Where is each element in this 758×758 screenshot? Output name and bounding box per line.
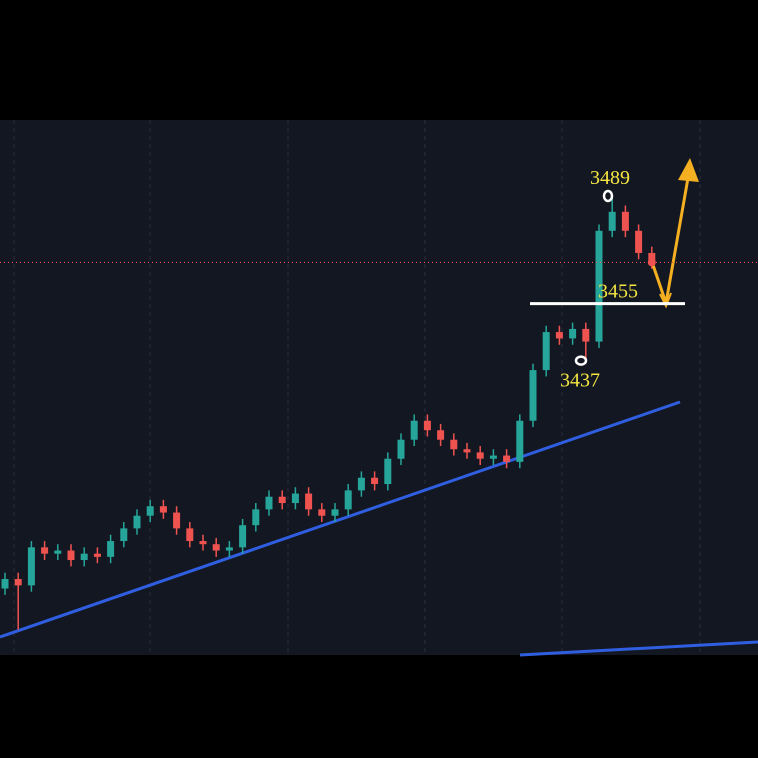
candle-body — [529, 370, 537, 421]
candle-body — [41, 547, 49, 554]
candle-body — [225, 547, 233, 551]
candle-body — [397, 439, 405, 459]
candle-body — [291, 493, 299, 504]
candle-body — [120, 528, 128, 542]
candle-body — [463, 449, 471, 453]
candle-body — [608, 211, 616, 231]
candle-body — [503, 455, 511, 462]
candle-body — [133, 515, 141, 529]
candle-body — [371, 477, 379, 485]
candle-body — [252, 509, 260, 526]
trend-line — [519, 640, 758, 657]
trend-line — [0, 400, 681, 639]
candle-body — [648, 252, 656, 263]
candle-body — [357, 477, 365, 491]
candle-body — [410, 420, 418, 440]
arrow-head — [659, 292, 672, 309]
candle-body — [146, 506, 154, 516]
candle-body — [212, 544, 220, 551]
candle-body — [173, 512, 181, 529]
candle-body — [476, 452, 484, 459]
candle-body — [542, 332, 550, 371]
candle-body — [107, 541, 115, 557]
candle-body — [621, 211, 629, 231]
candle-body — [555, 332, 563, 339]
candle-body — [635, 230, 643, 253]
candle-body — [54, 550, 62, 554]
candle-body — [331, 509, 339, 516]
high-marker — [602, 189, 614, 203]
candle-body — [582, 328, 590, 342]
candle-body — [305, 493, 313, 510]
candle-body — [239, 525, 247, 548]
candle-body — [14, 579, 22, 586]
candle-body — [27, 547, 35, 586]
candle-body — [80, 553, 88, 561]
candle-body — [384, 458, 392, 485]
candle-body — [450, 439, 458, 450]
candle-body — [265, 496, 273, 510]
candle-body — [344, 490, 352, 510]
candle-body — [159, 506, 167, 513]
candle-body — [516, 420, 524, 462]
candle-body — [569, 328, 577, 339]
low-marker — [574, 355, 588, 366]
level-label: 3455 — [598, 281, 638, 303]
candle-body — [67, 550, 75, 561]
candle-body — [1, 579, 9, 589]
candle-body — [186, 528, 194, 542]
candle-body — [437, 430, 445, 440]
candle-body — [489, 455, 497, 459]
candle-body — [595, 230, 603, 342]
grid — [13, 120, 701, 655]
candle-body — [278, 496, 286, 504]
last-price-dot — [647, 258, 656, 267]
candle-body — [423, 420, 431, 431]
high-label: 3489 — [590, 167, 630, 189]
candle-body — [199, 541, 207, 545]
arrow-head — [678, 158, 699, 182]
candle-body — [318, 509, 326, 516]
plot-area — [0, 120, 758, 655]
low-label: 3437 — [560, 370, 600, 392]
candle-body — [93, 553, 101, 557]
